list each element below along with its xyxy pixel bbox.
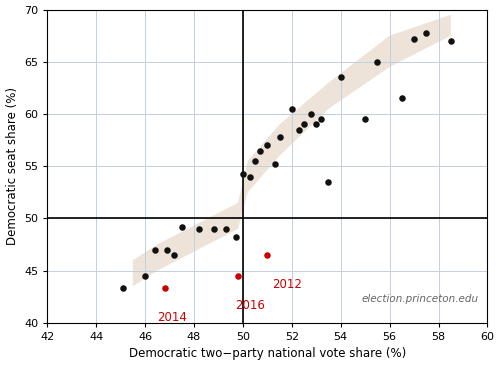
- Point: [119, 285, 127, 291]
- Point: [234, 273, 242, 279]
- Point: [447, 38, 455, 44]
- Point: [264, 142, 272, 148]
- Point: [300, 122, 308, 127]
- Point: [264, 252, 272, 258]
- X-axis label: Democratic two−party national vote share (%): Democratic two−party national vote share…: [128, 347, 406, 361]
- Point: [170, 252, 178, 258]
- Point: [256, 147, 264, 153]
- Text: 2012: 2012: [272, 278, 302, 291]
- Point: [246, 174, 254, 180]
- Point: [195, 226, 203, 232]
- Point: [410, 36, 418, 42]
- Polygon shape: [133, 15, 451, 286]
- Text: 2016: 2016: [236, 299, 266, 312]
- Point: [422, 30, 430, 36]
- Point: [210, 226, 218, 232]
- Point: [160, 285, 168, 291]
- Point: [251, 158, 259, 164]
- Point: [276, 134, 283, 140]
- Point: [336, 75, 344, 81]
- Point: [295, 127, 303, 132]
- Text: 2014: 2014: [158, 311, 187, 324]
- Y-axis label: Democratic seat share (%): Democratic seat share (%): [6, 87, 18, 245]
- Text: election.princeton.edu: election.princeton.edu: [362, 294, 478, 304]
- Point: [361, 116, 369, 122]
- Point: [324, 179, 332, 185]
- Point: [232, 234, 239, 240]
- Point: [317, 116, 325, 122]
- Point: [270, 161, 278, 167]
- Point: [163, 247, 171, 253]
- Point: [141, 273, 149, 279]
- Point: [288, 106, 296, 112]
- Point: [308, 111, 316, 117]
- Point: [178, 224, 186, 230]
- Point: [151, 247, 159, 253]
- Point: [312, 122, 320, 127]
- Point: [398, 96, 406, 101]
- Point: [374, 59, 382, 65]
- Point: [239, 171, 247, 176]
- Point: [222, 226, 230, 232]
